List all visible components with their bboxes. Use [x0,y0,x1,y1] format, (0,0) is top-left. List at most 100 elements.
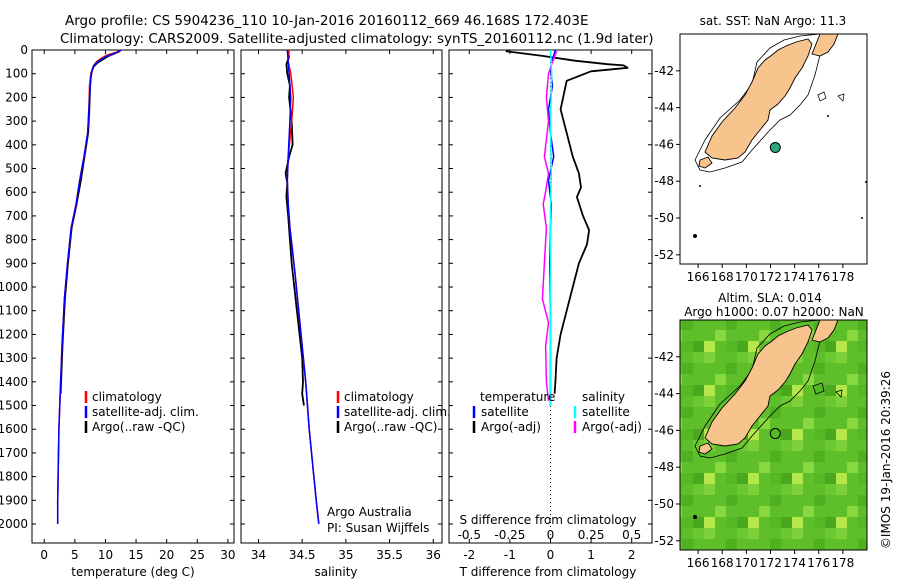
series-line-climatology [286,49,320,525]
sst-map-content [693,34,867,238]
legend-salinity-title: salinity [582,390,625,404]
x-tick-label: 0 [547,548,555,562]
lon-tick-label: 172 [759,556,782,570]
series-line-argo-raw-qc [284,51,305,406]
depth-tick-label: 1800 [0,470,28,484]
sla-map-content [693,320,843,519]
sla-map-title-1: Altim. SLA: 0.014 [718,291,822,305]
lon-tick-label: 174 [783,556,806,570]
depth-tick-label: 1700 [0,446,28,460]
x-tick-label: 0 [40,548,48,562]
depth-tick-label: 1400 [0,375,28,389]
island-contour [837,93,845,102]
lon-tick-label: 168 [711,270,734,284]
salinity-axis-label: salinity [314,565,357,579]
temperature-axis-label: temperature (deg C) [71,565,194,579]
legend-argo: Argo(..raw -QC) [344,420,437,434]
lon-tick-label: 176 [807,556,830,570]
sst-map-title: sat. SST: NaN Argo: 11.3 [700,14,847,28]
lon-tick-label: 166 [687,556,710,570]
salinity-chart: 34 34.5 35 35.5 36 [251,49,441,562]
salinity-legend: climatology satellite-adj. clim. Argo(..… [336,390,451,434]
lon-tick-label: 178 [831,270,854,284]
difference-axis-label: T difference from climatology [459,565,637,579]
depth-tick-label: 900 [5,256,28,270]
islet [865,181,867,183]
depth-tick-label: 600 [5,185,28,199]
x-tick-label: 30 [220,548,235,562]
lat-tick-label: -50 [654,211,674,225]
stewart-island-land [698,442,713,455]
depth-tick-label: 700 [5,209,28,223]
s-x-tick-label: 0.25 [578,528,605,542]
depth-tick-label: 100 [5,67,28,81]
lon-tick-label: 174 [783,270,806,284]
lat-tick-label: -44 [654,387,674,401]
imos-timestamp: ©IMOS 19-Jan-2016 20:39:26 [879,371,893,549]
lon-tick-label: 166 [687,270,710,284]
depth-tick-label: 200 [5,90,28,104]
s-x-tick-label: -0.25 [494,528,525,542]
legend-satellite: satellite-adj. clim. [344,405,451,419]
lat-tick-label: -48 [654,174,674,188]
lat-tick-label: -52 [654,248,674,262]
x-tick-label: -1 [504,548,516,562]
depth-tick-label: 1900 [0,493,28,507]
x-tick-label: 20 [159,548,174,562]
legend-temperature-title: temperature [480,390,555,404]
s-difference-axis-label: S difference from climatology [460,513,637,527]
south-island-land [704,324,813,447]
temperature-panel-frame [31,49,235,544]
series-line-s-satellite [549,49,553,406]
x-tick-label: 2 [628,548,636,562]
legend-t-argo: Argo(-adj) [481,420,541,434]
depth-tick-label: 1600 [0,422,28,436]
x-tick-label: -2 [463,548,475,562]
island-contour [835,389,843,398]
header-line-1: Argo profile: CS 5904236_110 10-Jan-2016… [65,13,588,29]
north-island-land [811,34,839,57]
depth-tick-label: 400 [5,138,28,152]
depth-tick-label: 1000 [0,280,28,294]
series-line-argo-raw-qc [60,50,121,394]
difference-chart: -2 -1 0 1 2 -0.5 -0.25 0 0.25 0.5 [458,49,641,562]
south-island-land [704,38,813,161]
legend-s-satellite: satellite [582,405,630,419]
lon-tick-label: 172 [759,270,782,284]
x-tick-label: 15 [128,548,143,562]
depth-tick-label: 1100 [0,304,28,318]
s-x-tick-label: 0 [547,528,555,542]
series-line-satellite-adj-clim [56,49,122,524]
legend-climatology: climatology [344,390,414,404]
stewart-island-land [698,156,713,169]
s-x-tick-label: -0.5 [458,528,481,542]
lat-tick-label: -50 [654,497,674,511]
x-tick-label: 5 [71,548,79,562]
lat-tick-label: -46 [654,137,674,151]
lon-tick-label: 178 [831,556,854,570]
depth-tick-label: 300 [5,114,28,128]
series-line-s-argo-adj [541,50,558,401]
legend-s-argo: Argo(-adj) [582,420,642,434]
legend-climatology: climatology [92,390,162,404]
difference-legend: temperature salinity satellite Argo(-adj… [472,390,642,434]
lat-tick-label: -52 [654,534,674,548]
credit-pi: PI: Susan Wijffels [327,521,429,535]
depth-tick-label: 0 [20,43,28,57]
depth-tick-label: 500 [5,162,28,176]
depth-tick-label: 2000 [0,517,28,531]
auckland-islands [693,515,697,519]
lon-tick-label: 176 [807,270,830,284]
x-tick-label: 10 [98,548,113,562]
lon-tick-label: 170 [735,556,758,570]
island-contour [817,91,827,102]
header-line-2: Climatology: CARS2009. Satellite-adjuste… [60,31,653,47]
float-position-marker [769,142,781,154]
sst-map-axes: 166 168 170 172 174 176 178 -42 -44 -46 -48 -50 -52 [654,64,854,284]
sla-map-axes: 166 168 170 172 174 176 178 -42 -44 -46 -48 -50 -52 [654,350,854,570]
x-tick-label: 35 [338,548,353,562]
series-line-t-argo-adj [505,50,629,394]
depth-tick-label: 800 [5,233,28,247]
temperature-legend: climatology satellite-adj. clim. Argo(..… [84,390,199,434]
